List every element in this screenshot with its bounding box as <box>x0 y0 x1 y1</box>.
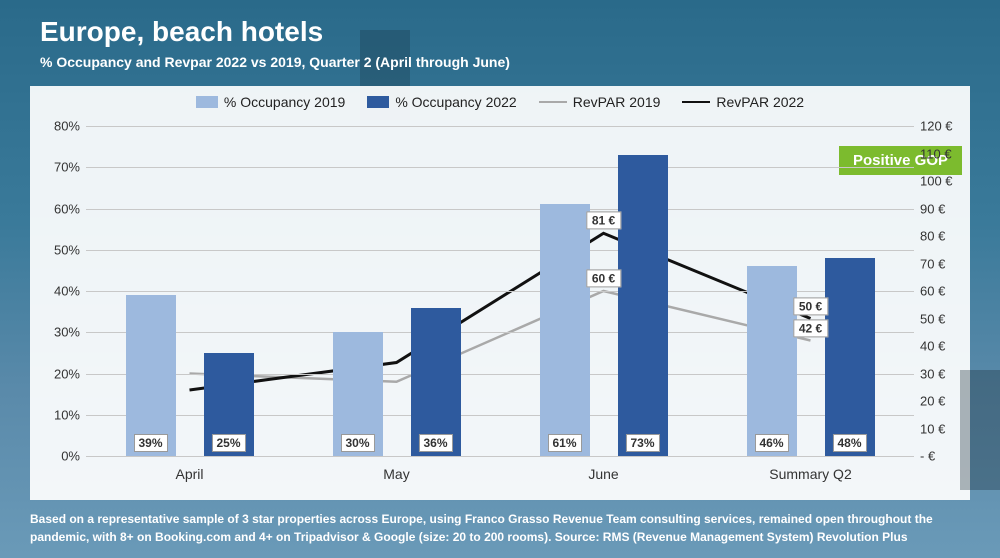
y-right-tick: 30 € <box>920 366 964 381</box>
legend-item: RevPAR 2019 <box>539 94 661 110</box>
x-tick-label: April <box>175 466 203 482</box>
bar-occupancy-2019: 30% <box>333 332 383 456</box>
y-left-tick: 30% <box>36 325 80 340</box>
bar-occupancy-2022: 48% <box>825 258 875 456</box>
grid-line <box>86 456 914 457</box>
line-point-label: 50 € <box>793 297 828 315</box>
legend-swatch <box>367 96 389 108</box>
y-right-tick: 110 € <box>920 146 964 161</box>
line-point-label: 81 € <box>586 212 621 230</box>
y-right-tick: 50 € <box>920 311 964 326</box>
y-right-tick: 80 € <box>920 229 964 244</box>
y-right-tick: 10 € <box>920 421 964 436</box>
grid-line <box>86 167 914 168</box>
bar-occupancy-2022: 25% <box>204 353 254 456</box>
grid-line <box>86 209 914 210</box>
y-right-tick: 20 € <box>920 394 964 409</box>
y-left-tick: 0% <box>36 449 80 464</box>
legend-label: % Occupancy 2022 <box>395 94 516 110</box>
line-point-label: 60 € <box>586 269 621 287</box>
y-left-tick: 10% <box>36 407 80 422</box>
bar-value-label: 39% <box>133 434 167 452</box>
legend-line-swatch <box>539 101 567 104</box>
y-left-tick: 60% <box>36 201 80 216</box>
line-revpar-2019 <box>190 291 811 382</box>
bar-occupancy-2019: 39% <box>126 295 176 456</box>
legend-label: % Occupancy 2019 <box>224 94 345 110</box>
bar-value-label: 46% <box>754 434 788 452</box>
chart-panel: % Occupancy 2019 % Occupancy 2022 RevPAR 2… <box>30 86 970 500</box>
grid-line <box>86 250 914 251</box>
bar-value-label: 48% <box>832 434 866 452</box>
bar-value-label: 25% <box>211 434 245 452</box>
y-right-tick: - € <box>920 449 964 464</box>
bar-occupancy-2022: 36% <box>411 308 461 457</box>
legend-label: RevPAR 2022 <box>716 94 804 110</box>
bar-value-label: 30% <box>340 434 374 452</box>
footer-text: Based on a representative sample of 3 st… <box>30 511 970 546</box>
bar-occupancy-2022: 73% <box>618 155 668 456</box>
legend: % Occupancy 2019 % Occupancy 2022 RevPAR 2… <box>30 94 970 110</box>
page-subtitle: % Occupancy and Revpar 2022 vs 2019, Qua… <box>40 54 510 70</box>
plot-area: 0%10%20%30%40%50%60%70%80%- €10 €20 €30 … <box>86 126 914 456</box>
y-right-tick: 40 € <box>920 339 964 354</box>
legend-item: % Occupancy 2019 <box>196 94 345 110</box>
x-tick-label: Summary Q2 <box>769 466 851 482</box>
page-title: Europe, beach hotels <box>40 16 323 48</box>
legend-label: RevPAR 2019 <box>573 94 661 110</box>
y-left-tick: 20% <box>36 366 80 381</box>
bar-value-label: 36% <box>418 434 452 452</box>
y-right-tick: 120 € <box>920 119 964 134</box>
y-right-tick: 60 € <box>920 284 964 299</box>
x-tick-label: May <box>383 466 409 482</box>
legend-line-swatch <box>682 101 710 104</box>
bar-occupancy-2019: 46% <box>747 266 797 456</box>
legend-item: % Occupancy 2022 <box>367 94 516 110</box>
bar-value-label: 73% <box>625 434 659 452</box>
y-left-tick: 40% <box>36 284 80 299</box>
y-left-tick: 50% <box>36 242 80 257</box>
grid-line <box>86 126 914 127</box>
y-left-tick: 80% <box>36 119 80 134</box>
legend-item: RevPAR 2022 <box>682 94 804 110</box>
y-left-tick: 70% <box>36 160 80 175</box>
line-point-label: 42 € <box>793 319 828 337</box>
y-right-tick: 100 € <box>920 174 964 189</box>
bar-value-label: 61% <box>547 434 581 452</box>
bar-occupancy-2019: 61% <box>540 204 590 456</box>
x-tick-label: June <box>588 466 618 482</box>
y-right-tick: 90 € <box>920 201 964 216</box>
legend-swatch <box>196 96 218 108</box>
line-revpar-2022 <box>190 233 811 390</box>
y-right-tick: 70 € <box>920 256 964 271</box>
